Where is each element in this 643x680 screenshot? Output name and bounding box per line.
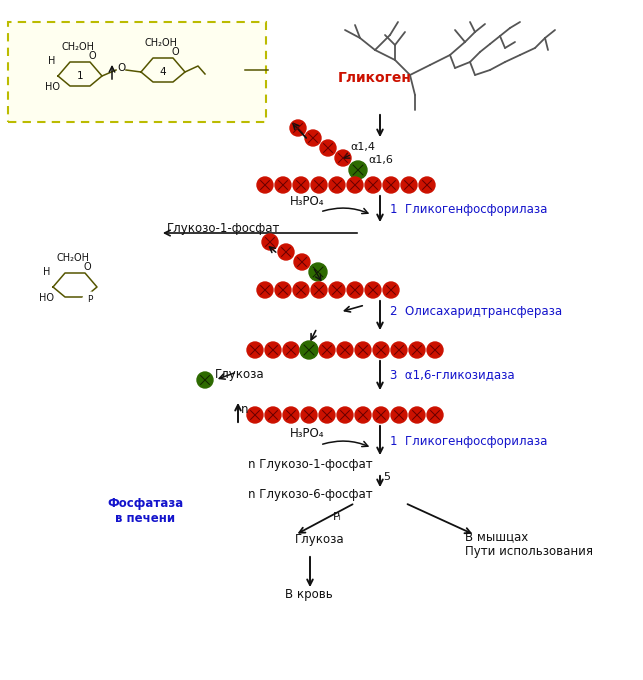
Text: HO: HO bbox=[39, 293, 55, 303]
Text: H: H bbox=[43, 267, 51, 277]
Text: 1: 1 bbox=[77, 71, 84, 81]
Circle shape bbox=[275, 177, 291, 193]
Text: n: n bbox=[241, 403, 248, 416]
Circle shape bbox=[257, 177, 273, 193]
Text: n Глукозо-6-фосфат: n Глукозо-6-фосфат bbox=[248, 488, 372, 501]
Circle shape bbox=[283, 342, 299, 358]
Text: В мышцах: В мышцах bbox=[465, 530, 529, 543]
Text: HO: HO bbox=[44, 82, 60, 92]
Circle shape bbox=[300, 341, 318, 359]
Circle shape bbox=[197, 372, 213, 388]
Circle shape bbox=[247, 342, 263, 358]
Text: 1  Гликогенфосфорилаза: 1 Гликогенфосфорилаза bbox=[390, 435, 547, 448]
Text: Гликоген: Гликоген bbox=[338, 71, 412, 85]
Text: 5: 5 bbox=[383, 472, 390, 482]
Circle shape bbox=[365, 177, 381, 193]
Text: α1,4: α1,4 bbox=[350, 142, 375, 152]
Circle shape bbox=[355, 342, 371, 358]
Circle shape bbox=[305, 130, 321, 146]
Circle shape bbox=[320, 140, 336, 156]
Circle shape bbox=[311, 282, 327, 298]
Circle shape bbox=[265, 342, 281, 358]
Circle shape bbox=[319, 342, 335, 358]
FancyBboxPatch shape bbox=[8, 22, 266, 122]
Circle shape bbox=[383, 177, 399, 193]
Circle shape bbox=[311, 177, 327, 193]
Circle shape bbox=[283, 407, 299, 423]
Circle shape bbox=[347, 282, 363, 298]
Text: H₃PO₄: H₃PO₄ bbox=[290, 427, 325, 440]
Text: Глукоза: Глукоза bbox=[215, 368, 265, 381]
Circle shape bbox=[290, 120, 306, 136]
Circle shape bbox=[257, 282, 273, 298]
Circle shape bbox=[337, 407, 353, 423]
Circle shape bbox=[419, 177, 435, 193]
Text: O: O bbox=[88, 51, 96, 61]
Circle shape bbox=[329, 177, 345, 193]
Circle shape bbox=[409, 407, 425, 423]
Circle shape bbox=[293, 282, 309, 298]
Circle shape bbox=[349, 161, 367, 179]
Text: В кровь: В кровь bbox=[285, 588, 332, 601]
Text: H₃PO₄: H₃PO₄ bbox=[290, 195, 325, 208]
Text: 3  α1,6-гликозидаза: 3 α1,6-гликозидаза bbox=[390, 368, 514, 381]
Text: 2  Олисахаридтрансфераза: 2 Олисахаридтрансфераза bbox=[390, 305, 562, 318]
Text: Фосфатаза
в печени: Фосфатаза в печени bbox=[107, 497, 183, 525]
Circle shape bbox=[401, 177, 417, 193]
Circle shape bbox=[83, 292, 97, 306]
Circle shape bbox=[278, 244, 294, 260]
Text: H: H bbox=[48, 56, 56, 66]
Text: O: O bbox=[83, 262, 91, 272]
Text: 1  Гликогенфосфорилаза: 1 Гликогенфосфорилаза bbox=[390, 203, 547, 216]
Circle shape bbox=[262, 234, 278, 250]
Circle shape bbox=[265, 407, 281, 423]
Text: Глукоза: Глукоза bbox=[295, 533, 345, 546]
Circle shape bbox=[301, 407, 317, 423]
Circle shape bbox=[294, 254, 310, 270]
Text: CH₂OH: CH₂OH bbox=[57, 253, 89, 263]
Circle shape bbox=[347, 177, 363, 193]
Circle shape bbox=[427, 407, 443, 423]
Circle shape bbox=[329, 282, 345, 298]
Circle shape bbox=[391, 407, 407, 423]
Circle shape bbox=[319, 407, 335, 423]
Circle shape bbox=[383, 282, 399, 298]
Circle shape bbox=[373, 342, 389, 358]
Text: Глукозо-1-фосфат: Глукозо-1-фосфат bbox=[167, 222, 280, 235]
Text: CH₂OH: CH₂OH bbox=[62, 42, 95, 52]
Text: Pᵢ: Pᵢ bbox=[333, 512, 341, 522]
Circle shape bbox=[373, 407, 389, 423]
Circle shape bbox=[247, 407, 263, 423]
Circle shape bbox=[337, 342, 353, 358]
Circle shape bbox=[309, 263, 327, 281]
Circle shape bbox=[335, 150, 351, 166]
Text: P: P bbox=[87, 294, 93, 303]
Circle shape bbox=[391, 342, 407, 358]
Circle shape bbox=[293, 177, 309, 193]
Circle shape bbox=[365, 282, 381, 298]
Text: CH₂OH: CH₂OH bbox=[145, 38, 177, 48]
Circle shape bbox=[409, 342, 425, 358]
Circle shape bbox=[355, 407, 371, 423]
Text: α1,6: α1,6 bbox=[368, 155, 393, 165]
Text: O: O bbox=[117, 63, 125, 73]
Text: O: O bbox=[171, 47, 179, 57]
Circle shape bbox=[427, 342, 443, 358]
Circle shape bbox=[275, 282, 291, 298]
Text: n Глукозо-1-фосфат: n Глукозо-1-фосфат bbox=[248, 458, 372, 471]
Text: Пути использования: Пути использования bbox=[465, 545, 593, 558]
Text: 4: 4 bbox=[159, 67, 167, 77]
